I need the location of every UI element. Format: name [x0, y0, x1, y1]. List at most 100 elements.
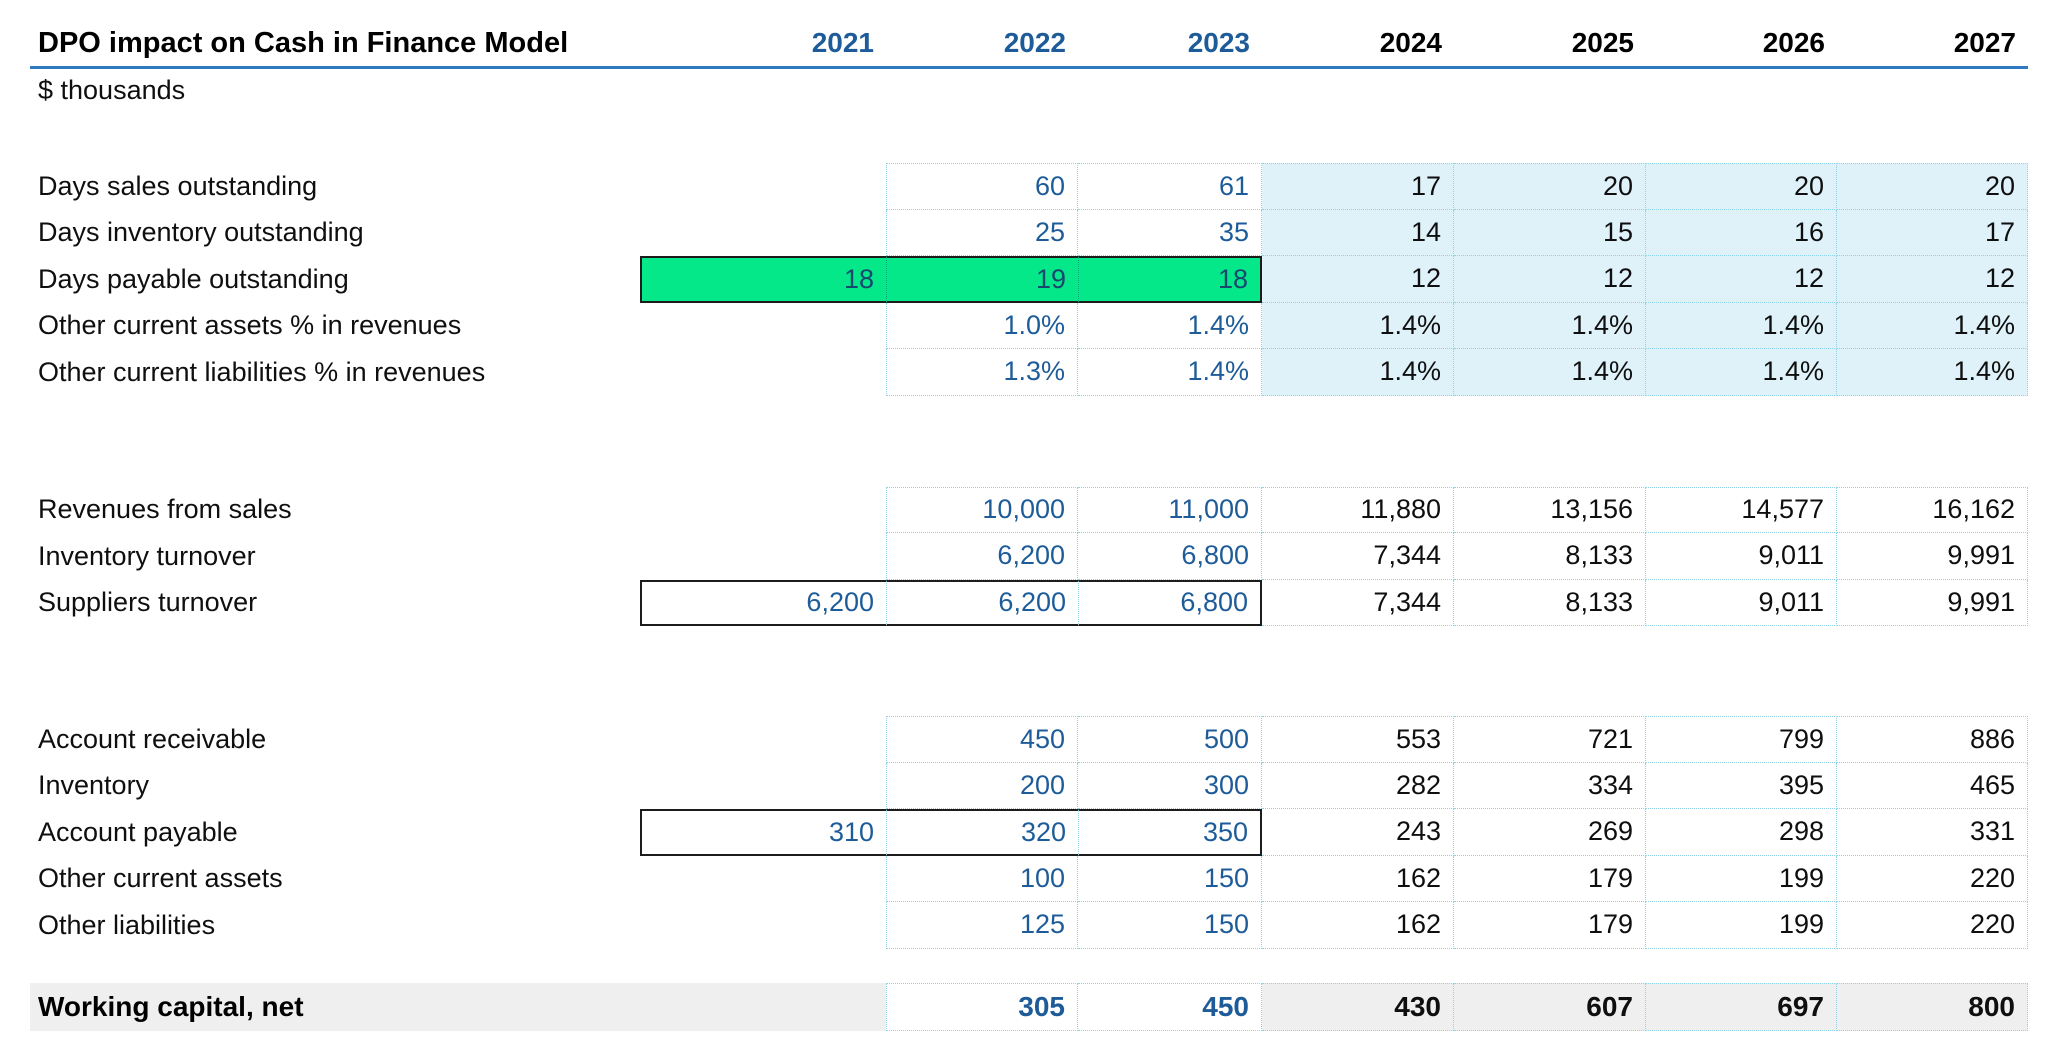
value-cell[interactable]: 269	[1454, 809, 1646, 856]
input-cell[interactable]: 6,200	[886, 579, 1078, 626]
value-cell[interactable]: 162	[1262, 902, 1454, 949]
value-cell[interactable]: 1.4%	[1837, 302, 2028, 349]
value-cell[interactable]: 1.4%	[1837, 349, 2028, 396]
value-cell[interactable]: 799	[1646, 716, 1837, 763]
value-cell[interactable]: 13,156	[1454, 486, 1646, 533]
input-cell[interactable]: 19	[886, 256, 1078, 303]
value-cell[interactable]: 20	[1837, 163, 2028, 210]
value-cell[interactable]: 199	[1646, 855, 1837, 902]
value-cell[interactable]: 886	[1837, 716, 2028, 763]
input-cell[interactable]: 6,200	[640, 579, 886, 626]
input-cell[interactable]: 350	[1078, 809, 1262, 856]
input-cell[interactable]: 310	[640, 809, 886, 856]
value-cell[interactable]: 14	[1262, 209, 1454, 256]
value-cell[interactable]: 9,011	[1646, 533, 1837, 580]
value-cell[interactable]: 9,011	[1646, 579, 1837, 626]
value-cell[interactable]: 150	[1078, 902, 1262, 949]
year-header-2023[interactable]: 2023	[1187, 27, 1250, 58]
value-cell[interactable]: 282	[1262, 762, 1454, 809]
value-cell[interactable]: 220	[1837, 902, 2028, 949]
value-cell[interactable]: 500	[1078, 716, 1262, 763]
value-cell[interactable]: 1.4%	[1646, 302, 1837, 349]
value-cell[interactable]: 331	[1837, 809, 2028, 856]
value-cell[interactable]: 10,000	[886, 486, 1078, 533]
value-cell[interactable]: 7,344	[1262, 579, 1454, 626]
section-turnover: Revenues from sales 10,000 11,000 11,880 13,…	[30, 486, 2028, 626]
value-cell[interactable]: 12	[1646, 256, 1837, 303]
value-cell[interactable]: 35	[1078, 209, 1262, 256]
value-cell[interactable]: 179	[1454, 855, 1646, 902]
value-cell[interactable]: 6,800	[1078, 533, 1262, 580]
value-cell[interactable]: 15	[1454, 209, 1646, 256]
value-cell[interactable]: 16,162	[1837, 486, 2028, 533]
value-cell[interactable]: 17	[1837, 209, 2028, 256]
value-cell[interactable]: 7,344	[1262, 533, 1454, 580]
value-cell[interactable]: 553	[1262, 716, 1454, 763]
value-cell[interactable]: 1.4%	[1454, 302, 1646, 349]
year-header-2025[interactable]: 2025	[1571, 27, 1634, 58]
total-value-cell[interactable]: 697	[1646, 982, 1837, 1031]
value-cell[interactable]: 1.4%	[1078, 302, 1262, 349]
value-cell[interactable]: 1.4%	[1646, 349, 1837, 396]
value-cell[interactable]: 8,133	[1454, 533, 1646, 580]
year-header-2021[interactable]: 2021	[811, 27, 874, 58]
value-cell[interactable]: 199	[1646, 902, 1837, 949]
value-cell[interactable]: 100	[886, 855, 1078, 902]
total-value-cell[interactable]: 607	[1454, 982, 1646, 1031]
value-cell[interactable]: 220	[1837, 855, 2028, 902]
value-cell[interactable]: 17	[1262, 163, 1454, 210]
value-cell[interactable]: 8,133	[1454, 579, 1646, 626]
value-cell[interactable]: 395	[1646, 762, 1837, 809]
value-cell[interactable]: 16	[1646, 209, 1837, 256]
value-cell[interactable]: 200	[886, 762, 1078, 809]
input-cell[interactable]: 6,800	[1078, 579, 1262, 626]
value-cell[interactable]: 11,000	[1078, 486, 1262, 533]
value-cell[interactable]: 1.4%	[1262, 349, 1454, 396]
value-cell[interactable]: 61	[1078, 163, 1262, 210]
value-cell[interactable]: 243	[1262, 809, 1454, 856]
value-cell[interactable]: 465	[1837, 762, 2028, 809]
value-cell[interactable]: 1.3%	[886, 349, 1078, 396]
value-cell[interactable]: 12	[1262, 256, 1454, 303]
value-cell[interactable]: 179	[1454, 902, 1646, 949]
value-cell[interactable]: 60	[886, 163, 1078, 210]
value-cell[interactable]: 25	[886, 209, 1078, 256]
value-cell[interactable]: 9,991	[1837, 533, 2028, 580]
value-cell[interactable]: 1.4%	[1262, 302, 1454, 349]
total-value-cell[interactable]: 450	[1078, 982, 1262, 1031]
value-cell[interactable]: 162	[1262, 855, 1454, 902]
row-label: Account payable	[38, 816, 238, 847]
value-cell[interactable]: 12	[1837, 256, 2028, 303]
table-row: Account payable 310 320 350 243 269 298 331	[30, 809, 2028, 856]
value-cell[interactable]: 300	[1078, 762, 1262, 809]
value-cell[interactable]: 20	[1454, 163, 1646, 210]
value-cell[interactable]: 150	[1078, 855, 1262, 902]
value-cell[interactable]: 1.0%	[886, 302, 1078, 349]
total-value-cell[interactable]: 305	[886, 982, 1078, 1031]
units-note: $ thousands	[38, 74, 186, 105]
value-cell[interactable]: 125	[886, 902, 1078, 949]
value-cell[interactable]: 6,200	[886, 533, 1078, 580]
value-cell[interactable]: 450	[886, 716, 1078, 763]
value-cell[interactable]: 1.4%	[1078, 349, 1262, 396]
section-assumptions: Days sales outstanding 60 61 17 20 20 20 Days i…	[30, 163, 2028, 396]
total-value-cell[interactable]: 430	[1262, 982, 1454, 1031]
value-cell[interactable]: 1.4%	[1454, 349, 1646, 396]
input-cell[interactable]: 320	[886, 809, 1078, 856]
year-header-2022[interactable]: 2022	[1003, 27, 1066, 58]
empty-cell	[640, 716, 886, 763]
year-header-2027[interactable]: 2027	[1953, 27, 2016, 58]
value-cell[interactable]: 12	[1454, 256, 1646, 303]
value-cell[interactable]: 721	[1454, 716, 1646, 763]
input-cell[interactable]: 18	[1078, 256, 1262, 303]
value-cell[interactable]: 9,991	[1837, 579, 2028, 626]
value-cell[interactable]: 14,577	[1646, 486, 1837, 533]
input-cell[interactable]: 18	[640, 256, 886, 303]
value-cell[interactable]: 334	[1454, 762, 1646, 809]
year-header-2026[interactable]: 2026	[1762, 27, 1825, 58]
value-cell[interactable]: 20	[1646, 163, 1837, 210]
total-value-cell[interactable]: 800	[1837, 982, 2028, 1031]
value-cell[interactable]: 298	[1646, 809, 1837, 856]
year-header-2024[interactable]: 2024	[1379, 27, 1442, 58]
value-cell[interactable]: 11,880	[1262, 486, 1454, 533]
